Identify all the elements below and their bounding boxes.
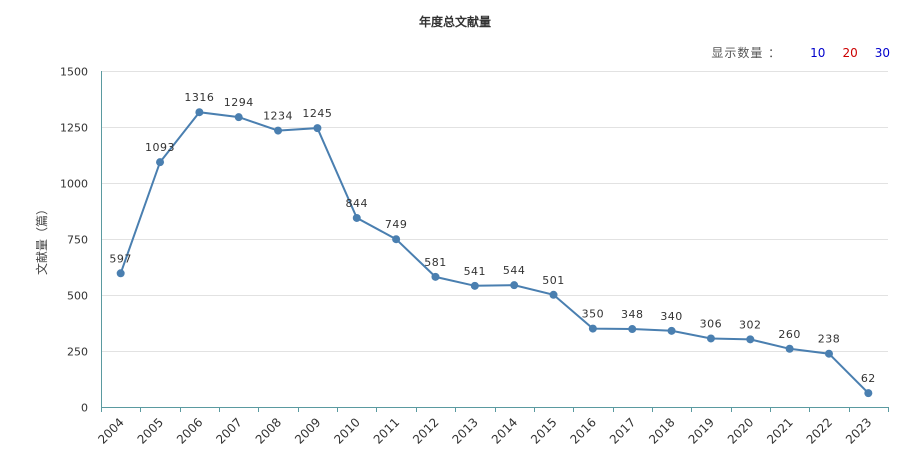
y-tick-label: 1000 bbox=[60, 178, 88, 191]
data-point bbox=[864, 389, 873, 398]
display-count-option-20[interactable]: 20 bbox=[842, 45, 858, 60]
y-tick-label: 750 bbox=[67, 234, 88, 247]
x-tick-label: 2016 bbox=[567, 415, 598, 446]
data-label: 1093 bbox=[145, 141, 175, 154]
data-label: 597 bbox=[109, 252, 132, 265]
x-tick-label: 2021 bbox=[764, 415, 795, 446]
y-axis-title: 文献量（篇） bbox=[34, 203, 49, 275]
display-count-option-30[interactable]: 30 bbox=[874, 45, 890, 60]
data-label: 544 bbox=[503, 264, 526, 277]
data-label: 238 bbox=[818, 333, 841, 346]
x-tick-label: 2010 bbox=[331, 415, 362, 446]
data-label: 1234 bbox=[263, 110, 293, 123]
x-tick-label: 2017 bbox=[607, 415, 638, 446]
display-count-option-10[interactable]: 10 bbox=[810, 45, 826, 60]
display-count-label: 显示数量 ： bbox=[711, 46, 782, 60]
data-label: 749 bbox=[385, 218, 408, 231]
data-point bbox=[274, 126, 283, 135]
data-point bbox=[667, 326, 676, 335]
y-tick-label: 0 bbox=[81, 402, 88, 415]
y-tick-label: 1500 bbox=[60, 66, 88, 79]
x-tick-label: 2014 bbox=[489, 415, 520, 446]
data-point bbox=[824, 349, 833, 358]
data-label: 348 bbox=[621, 308, 644, 321]
x-tick-label: 2018 bbox=[646, 415, 677, 446]
data-label: 350 bbox=[582, 308, 605, 321]
data-label: 501 bbox=[542, 274, 565, 287]
data-label: 62 bbox=[861, 372, 876, 385]
data-point bbox=[195, 108, 204, 117]
data-point bbox=[431, 272, 440, 281]
data-point bbox=[470, 281, 479, 290]
data-point bbox=[510, 281, 519, 290]
data-point bbox=[392, 235, 401, 244]
y-tick-label: 1250 bbox=[60, 122, 88, 135]
x-tick-label: 2007 bbox=[213, 415, 244, 446]
data-point bbox=[549, 290, 558, 299]
data-point bbox=[156, 158, 165, 167]
data-label: 581 bbox=[424, 256, 447, 269]
x-tick-label: 2019 bbox=[686, 415, 717, 446]
x-tick-label: 2012 bbox=[410, 415, 441, 446]
y-tick-label: 250 bbox=[67, 346, 88, 359]
data-point bbox=[628, 325, 637, 334]
data-point bbox=[785, 344, 794, 353]
x-tick-label: 2022 bbox=[804, 415, 835, 446]
data-label: 1245 bbox=[302, 107, 332, 120]
chart-title: 年度总文献量 bbox=[418, 15, 491, 29]
x-tick-label: 2006 bbox=[174, 415, 205, 446]
display-count-selector: 显示数量 ： 10 20 30 bbox=[711, 44, 890, 61]
data-label: 1294 bbox=[224, 96, 254, 109]
x-tick-label: 2008 bbox=[253, 415, 284, 446]
data-label: 1316 bbox=[184, 91, 214, 104]
data-point bbox=[313, 124, 322, 133]
data-point bbox=[352, 213, 361, 222]
data-label: 541 bbox=[464, 265, 487, 278]
x-tick-label: 2005 bbox=[135, 415, 166, 446]
y-tick-label: 500 bbox=[67, 290, 88, 303]
x-tick-label: 2011 bbox=[371, 415, 402, 446]
x-tick-label: 2020 bbox=[725, 415, 756, 446]
data-point bbox=[234, 113, 243, 122]
data-label: 260 bbox=[778, 328, 801, 341]
data-point bbox=[746, 335, 755, 344]
data-point bbox=[116, 269, 125, 278]
x-tick-label: 2015 bbox=[528, 415, 559, 446]
data-point bbox=[706, 334, 715, 343]
x-tick-label: 2013 bbox=[449, 415, 480, 446]
data-label: 306 bbox=[700, 317, 723, 330]
data-label: 844 bbox=[346, 197, 369, 210]
x-tick-label: 2009 bbox=[292, 415, 323, 446]
data-label: 302 bbox=[739, 318, 762, 331]
data-label: 340 bbox=[660, 310, 683, 323]
x-tick-label: 2004 bbox=[95, 415, 126, 446]
series-line bbox=[119, 111, 870, 394]
data-point bbox=[588, 324, 597, 333]
x-tick-label: 2023 bbox=[843, 415, 874, 446]
